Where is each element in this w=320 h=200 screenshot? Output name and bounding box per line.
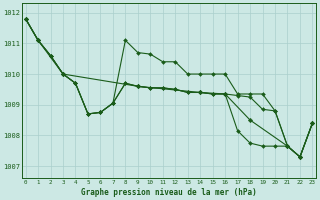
X-axis label: Graphe pression niveau de la mer (hPa): Graphe pression niveau de la mer (hPa) <box>81 188 257 197</box>
